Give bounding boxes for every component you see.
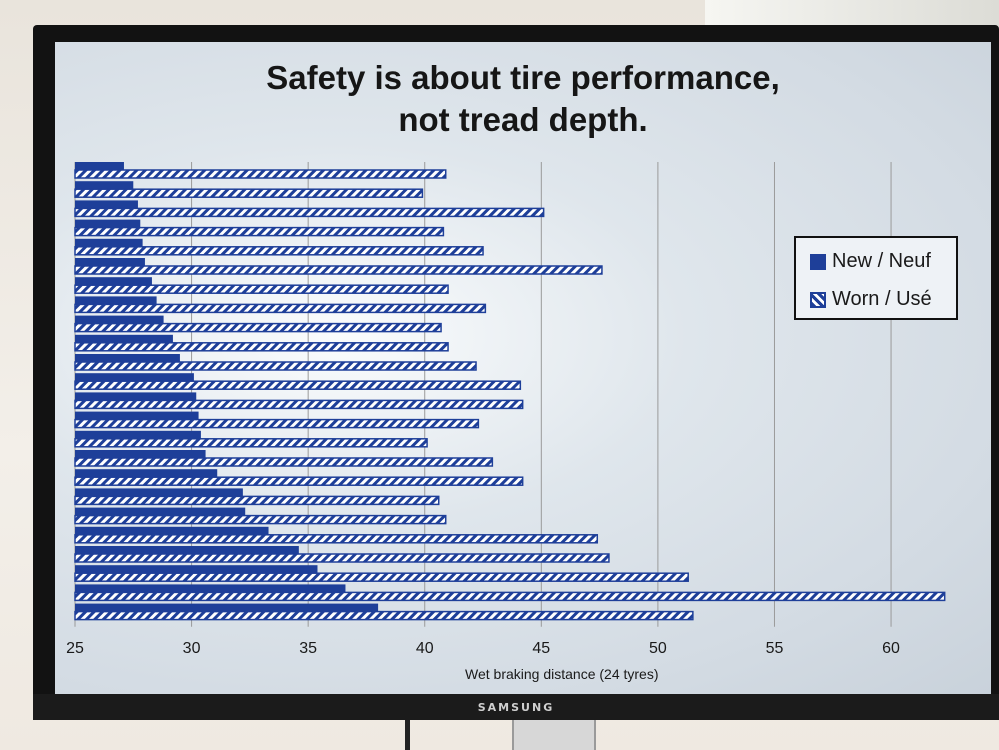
legend-label-new: New / Neuf [832,250,931,272]
legend-swatch-worn [810,291,826,308]
x-tick-label: 40 [416,640,434,657]
legend-item-new: New / Neuf [810,250,931,273]
bar-worn [74,226,445,237]
bar-new [75,584,346,594]
bar-new [75,392,197,402]
bar-worn [74,342,449,352]
bar-new [75,238,143,248]
bar-new [75,296,157,306]
bar-worn [74,418,480,429]
legend-swatch-new [810,253,826,270]
bar-worn [74,438,428,448]
bar-worn [74,284,449,294]
bar-new [75,162,124,171]
bar-worn [74,553,610,563]
bar-worn [74,572,689,582]
bar-new [75,277,152,287]
bar-worn [74,457,494,467]
x-tick-label: 60 [882,640,900,657]
x-tick-label: 50 [649,640,667,657]
bar-worn [74,303,487,314]
bar-new [75,603,379,613]
bar-new [75,411,199,421]
bar-chart: 25 30 35 40 45 50 55 60 [66,162,946,657]
x-axis-label: Wet braking distance (24 tyres) [465,666,659,682]
bar-new [75,488,243,498]
bar-worn [74,265,603,275]
bar-worn [74,476,524,486]
bar-worn [74,495,440,506]
bars-layer [74,162,946,621]
chart-title: Safety is about tire performance, not tr… [55,57,991,141]
bar-worn [74,380,522,390]
bar-new [75,334,173,344]
bar-worn [74,322,442,333]
bar-new [75,200,138,210]
bar-worn [74,188,424,198]
legend-label-worn: Worn / Usé [832,288,932,310]
bar-worn [74,610,694,621]
ceiling-light [705,0,999,26]
chart-title-line-1: Safety is about tire performance, [266,59,780,96]
legend-item-worn: Worn / Usé [810,288,932,311]
brand-logo: SAMSUNG [477,701,555,714]
x-tick-label: 45 [532,640,550,657]
tv-monitor: Safety is about tire performance, not tr… [33,25,999,720]
bar-new [75,565,318,575]
bar-worn [74,207,545,218]
bar-worn [74,399,524,410]
bar-new [75,354,180,363]
x-tick-label: 30 [183,640,201,657]
chart-title-line-2: not tread depth. [398,101,648,138]
bar-new [75,430,201,440]
bar-new [75,546,299,555]
bar-new [75,450,206,459]
screen: Safety is about tire performance, not tr… [55,42,991,694]
bar-worn [74,534,599,544]
bar-new [75,507,246,517]
bar-worn [74,169,447,179]
x-tick-label: 35 [299,640,317,657]
tv-stand [512,720,596,750]
bar-new [75,219,141,229]
tv-bezel-bottom: SAMSUNG [33,694,999,720]
bar-worn [74,246,484,256]
bar-new [75,469,218,479]
bar-new [75,315,164,325]
cable [405,720,410,750]
bar-new [75,181,134,191]
bar-new [75,373,194,383]
bar-worn [74,361,477,371]
legend: New / Neuf Worn / Usé [794,236,958,320]
bar-new [75,526,269,536]
x-tick-label: 25 [66,640,84,657]
bar-worn [74,591,946,602]
x-tick-label: 55 [766,640,784,657]
bar-new [75,258,145,267]
ticks-layer: 25 30 35 40 45 50 55 60 [66,640,900,657]
bar-worn [74,514,447,525]
